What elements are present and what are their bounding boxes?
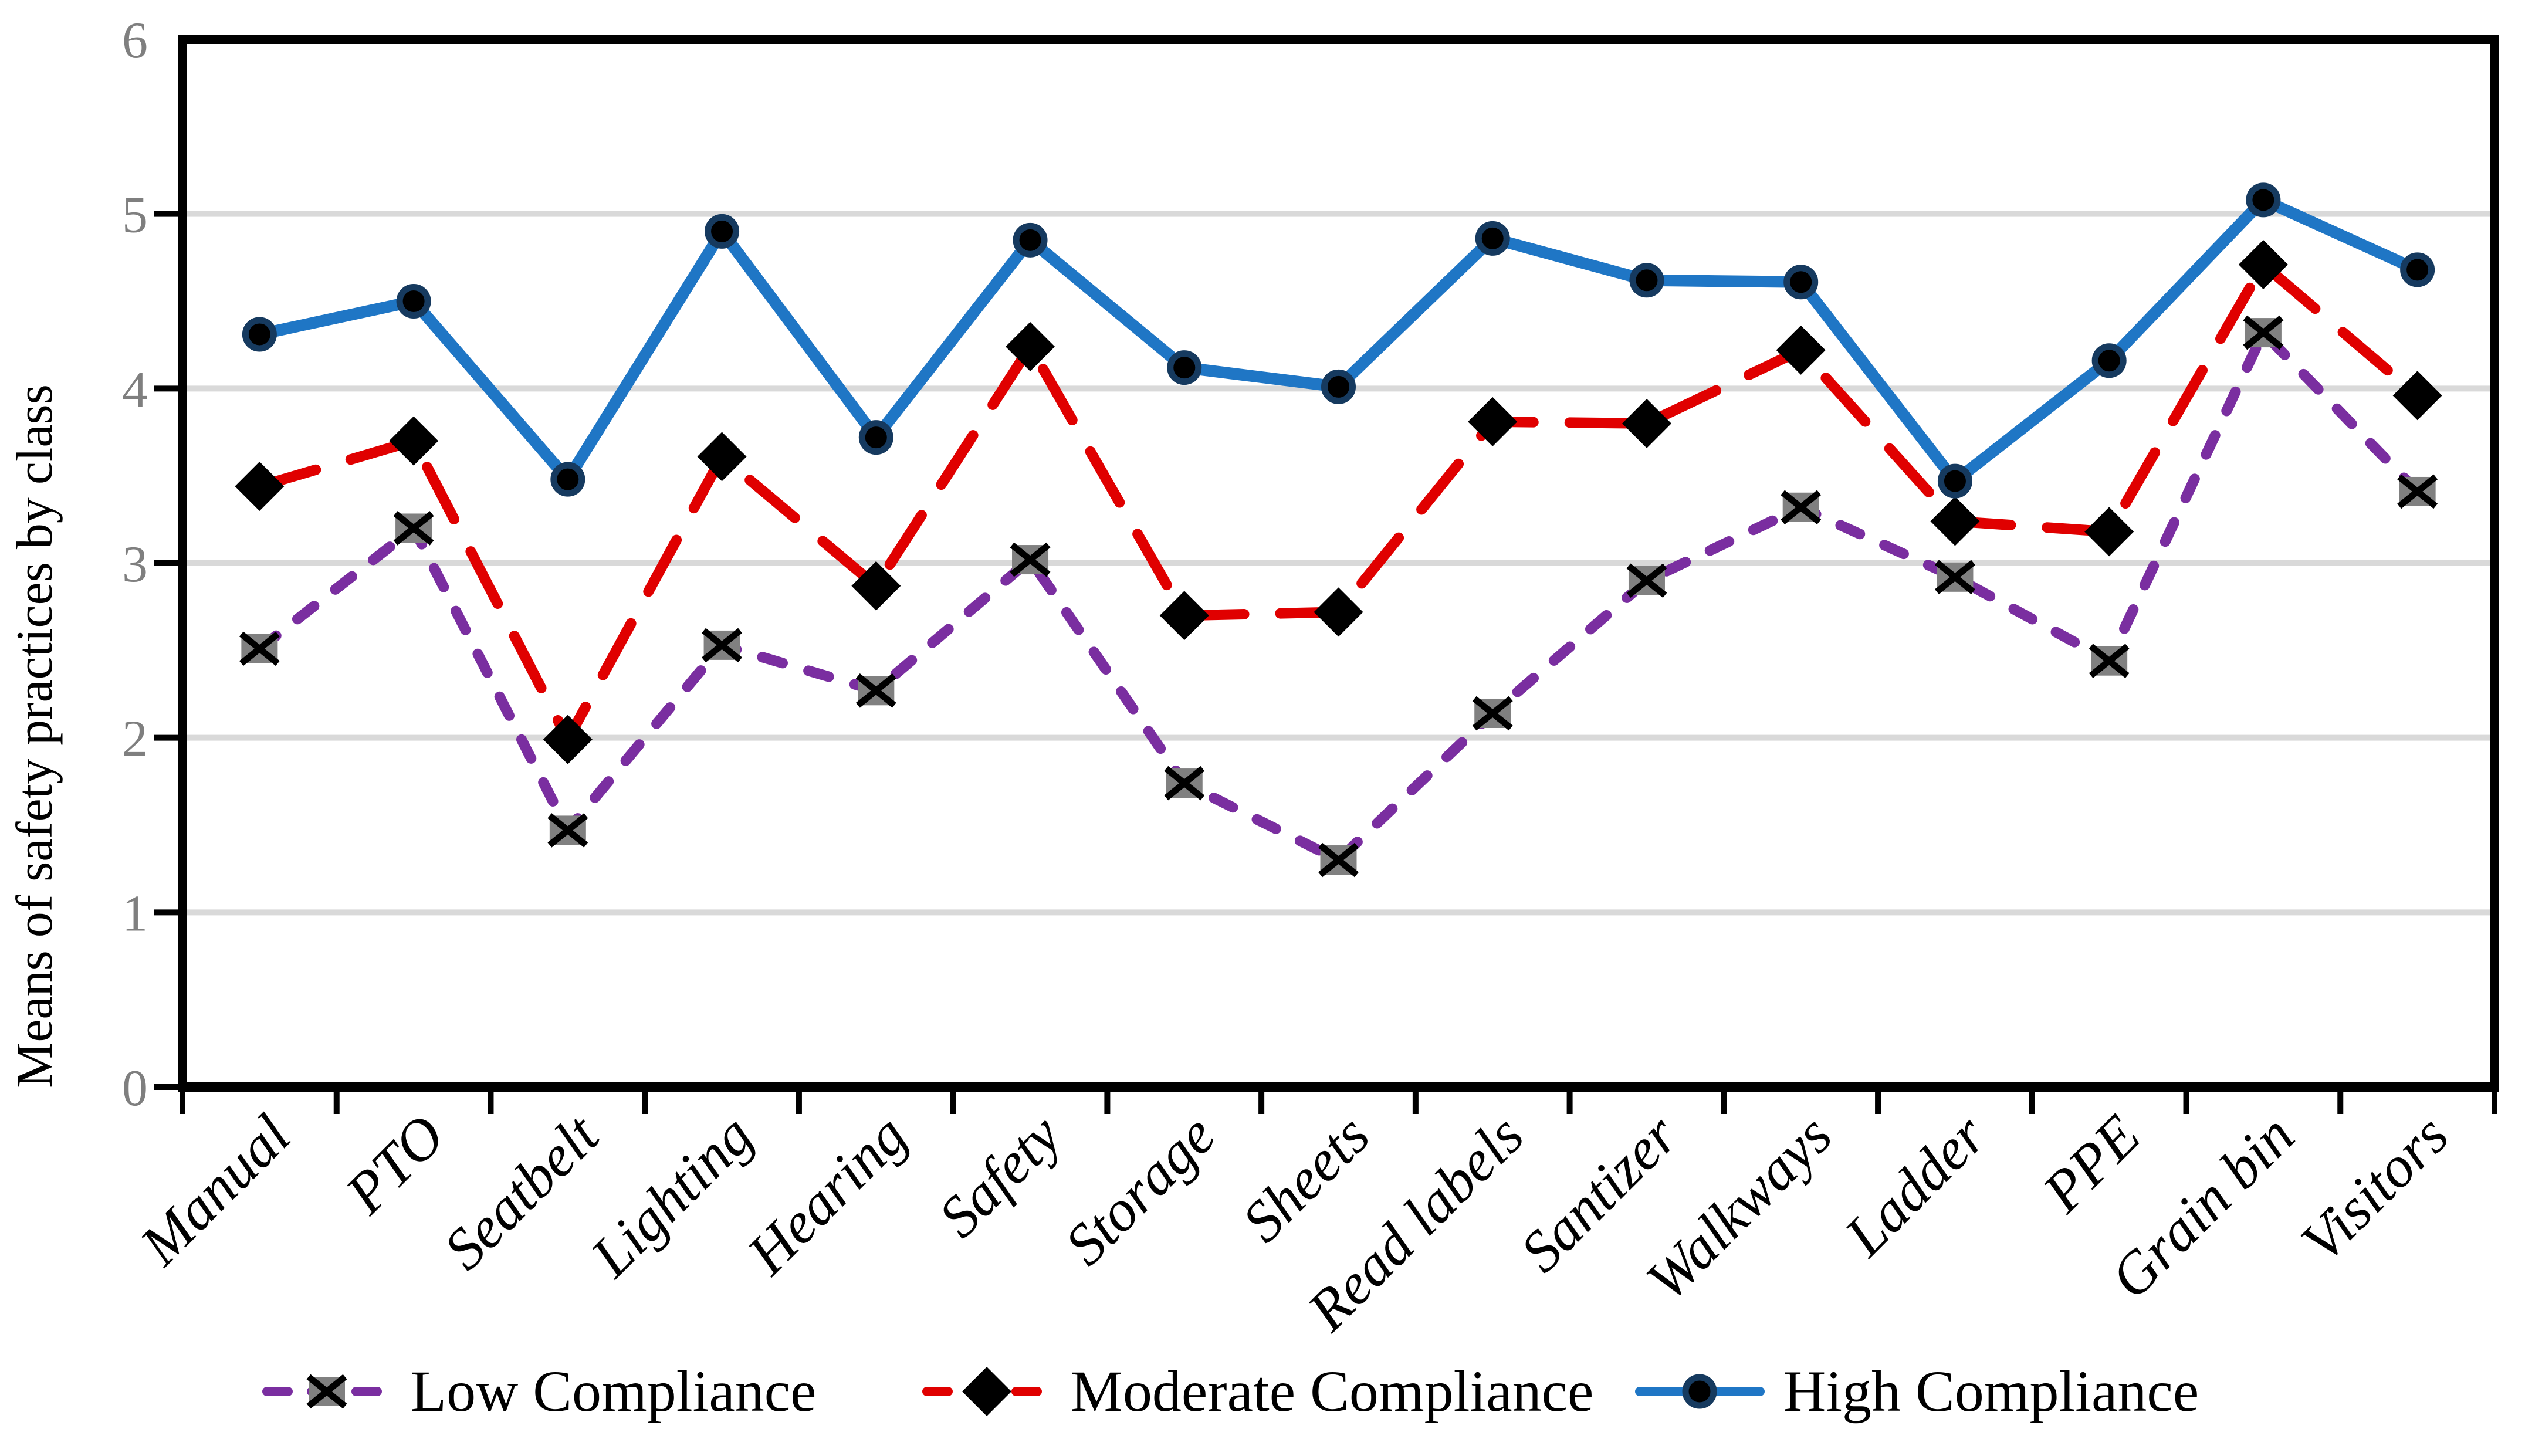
legend-item-high-compliance: High Compliance: [1635, 1359, 2199, 1424]
circle-marker: [705, 214, 740, 249]
circle-marker: [242, 317, 277, 352]
y-tick-label: 4: [122, 361, 148, 418]
x-axis-label: Hearing: [734, 1102, 919, 1288]
x-axis-label: Storage: [1052, 1102, 1227, 1277]
x-square-marker: [1934, 560, 1975, 595]
circle-marker: [2091, 343, 2127, 378]
y-tick-label: 6: [122, 12, 148, 69]
x-square-marker: [1010, 542, 1051, 577]
x-axis-label: PTO: [333, 1102, 457, 1227]
y-tick-label: 0: [122, 1060, 148, 1117]
legend-item-low-compliance: Low Compliance: [262, 1359, 817, 1424]
y-tick-label: 2: [122, 711, 148, 768]
x-square-marker: [1626, 563, 1667, 598]
x-square-marker: [1781, 490, 1822, 525]
circle-marker: [1937, 463, 1972, 499]
x-square-marker: [239, 631, 280, 666]
diamond-marker: [1314, 587, 1363, 637]
diamond-marker: [235, 462, 285, 512]
x-square-marker: [1164, 766, 1205, 801]
x-axis-label: Visitors: [2289, 1102, 2460, 1274]
diamond-marker: [2084, 507, 2134, 557]
circle-marker: [2400, 252, 2435, 287]
y-tick-label: 3: [122, 536, 148, 593]
diamond-marker: [962, 1367, 1011, 1416]
series-low-compliance: [239, 315, 2438, 878]
x-square-marker: [702, 628, 743, 663]
y-tick-label: 5: [122, 187, 148, 244]
x-square-marker: [2243, 315, 2284, 350]
x-axis-label: PPE: [2030, 1102, 2152, 1225]
legend-label: Low Compliance: [411, 1359, 817, 1424]
circle-marker: [1013, 222, 1048, 258]
circle-marker: [1475, 221, 1510, 256]
legend: Low Compliance Moderate Compliance High Co…: [262, 1359, 2199, 1424]
x-square-marker: [1472, 696, 1513, 731]
circle-marker: [1629, 263, 1664, 298]
diamond-marker: [1930, 496, 1980, 546]
circle-marker: [396, 284, 431, 319]
x-axis-label: Ladder: [1832, 1102, 1999, 1269]
diamond-marker: [1006, 321, 1055, 371]
x-axis-label: Manual: [127, 1102, 303, 1278]
diamond-marker: [389, 416, 439, 466]
x-square-marker: [2089, 644, 2130, 678]
x-square-marker: [1318, 842, 1359, 878]
legend-item-moderate-compliance: Moderate Compliance: [922, 1359, 1593, 1424]
circle-marker: [2246, 182, 2281, 218]
circle-marker: [1682, 1374, 1717, 1409]
circle-marker: [1167, 350, 1202, 385]
x-axis-label: Lighting: [578, 1102, 766, 1290]
circle-marker: [550, 462, 585, 497]
series-line: [253, 194, 2424, 487]
circle-marker: [858, 420, 893, 455]
diamond-marker: [1468, 397, 1518, 446]
diamond-marker: [543, 715, 593, 764]
diamond-marker: [1776, 325, 1826, 375]
circle-marker: [1783, 265, 1819, 300]
x-square-marker: [306, 1374, 347, 1409]
diamond-marker: [851, 561, 901, 611]
y-axis-title: Means of safety practices by class: [6, 384, 63, 1088]
diamond-marker: [1159, 591, 1209, 641]
x-square-marker: [855, 673, 896, 708]
x-axis-label: Seatbelt: [431, 1102, 612, 1282]
diamond-marker: [2392, 371, 2442, 421]
x-square-marker: [2397, 474, 2438, 509]
diamond-marker: [2238, 239, 2288, 289]
x-axis-label: Sheets: [1230, 1102, 1382, 1254]
series-high-compliance: [242, 182, 2435, 499]
legend-label: High Compliance: [1783, 1359, 2199, 1424]
x-square-marker: [393, 511, 434, 546]
x-square-marker: [547, 813, 588, 848]
series-moderate-compliance: [235, 239, 2442, 764]
legend-label: Moderate Compliance: [1071, 1359, 1593, 1424]
circle-marker: [1321, 369, 1356, 404]
diamond-marker: [1622, 398, 1671, 448]
y-tick-label: 1: [122, 885, 148, 942]
x-axis-label: Safety: [926, 1102, 1074, 1250]
diamond-marker: [697, 432, 747, 482]
